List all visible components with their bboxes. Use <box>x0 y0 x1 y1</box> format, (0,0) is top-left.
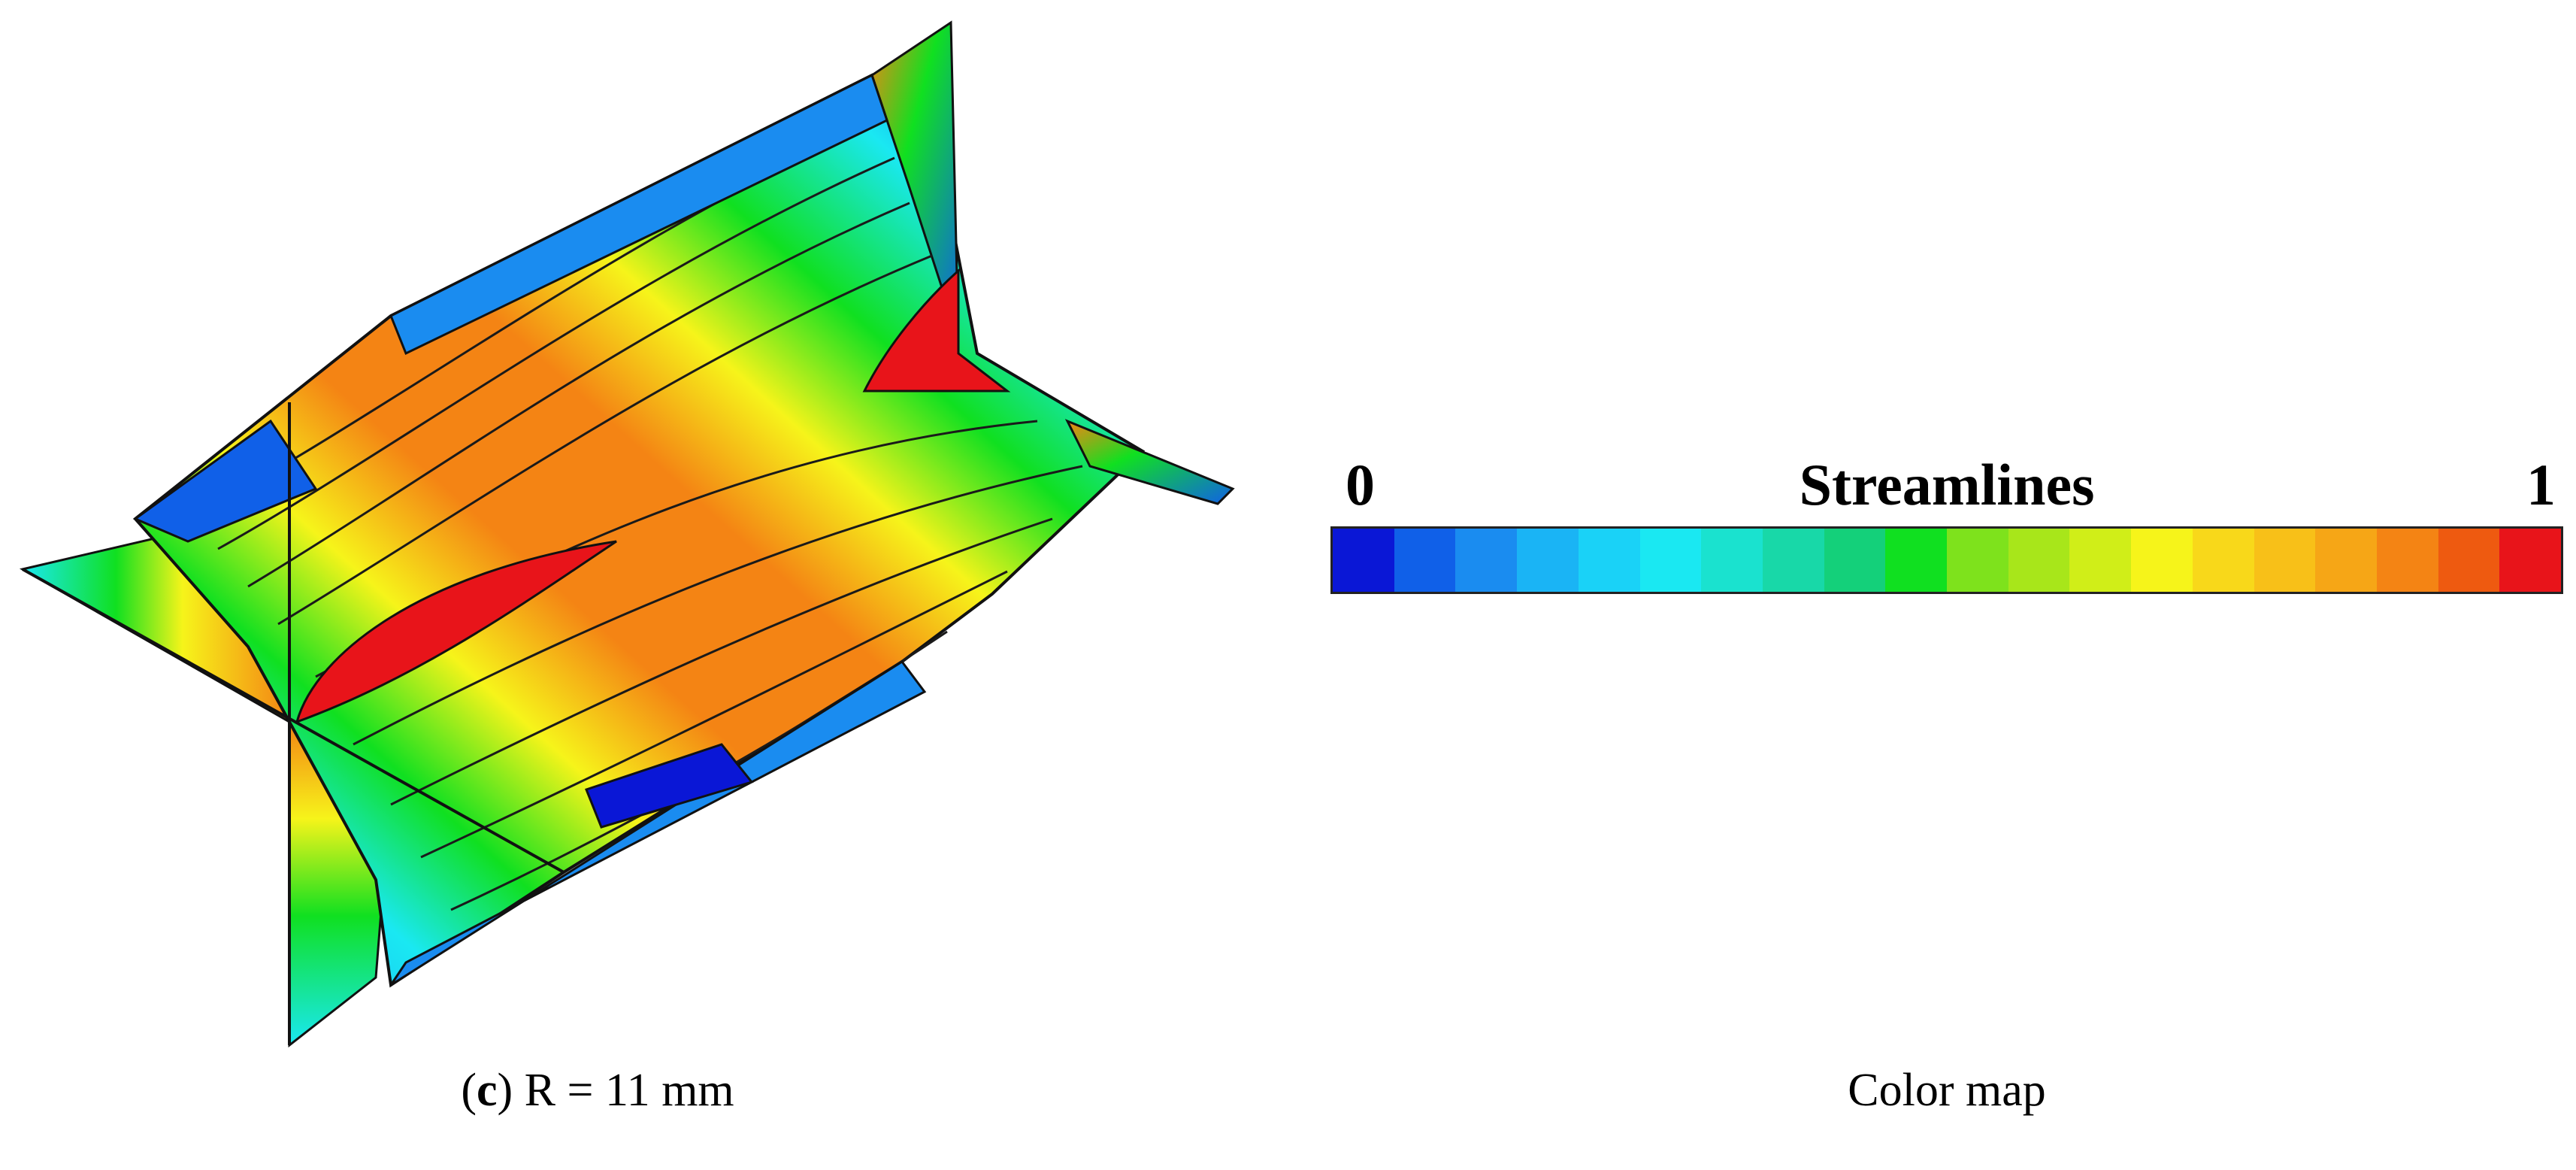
colorbar-cell-12 <box>2069 529 2132 592</box>
colorbar-cell-18 <box>2438 529 2500 592</box>
red-zone-right <box>862 268 1011 393</box>
colorbar-cell-5 <box>1639 529 1702 592</box>
colorbar-cell-4 <box>1578 529 1640 592</box>
colorbar-cell-2 <box>1455 529 1518 592</box>
colorbar-cell-0 <box>1333 529 1394 592</box>
colorbar-cell-16 <box>2315 529 2377 592</box>
blue-zone-top <box>389 73 888 356</box>
colorbar-cell-8 <box>1824 529 1886 592</box>
colorbar-cell-9 <box>1885 529 1948 592</box>
colorbar-cell-11 <box>2008 529 2070 592</box>
colorbar-cell-15 <box>2254 529 2316 592</box>
caption-text: R = 11 mm <box>513 1065 734 1116</box>
blue-zone-bottom-right <box>585 743 754 829</box>
colorbar-cell-13 <box>2131 529 2193 592</box>
caption-letter: c <box>476 1065 498 1116</box>
colorbar-cell-10 <box>1947 529 2008 592</box>
colorbar-cell-17 <box>2376 529 2438 592</box>
colorbar-cell-6 <box>1701 529 1763 592</box>
colorbar-max-label: 1 <box>2526 452 2556 517</box>
left-panel-caption: (c) R = 11 mm <box>461 1065 734 1116</box>
blue-zone-left <box>132 419 318 543</box>
colorbar-title: Streamlines <box>1799 452 2095 517</box>
colorbar-strip <box>1330 526 2563 594</box>
colorbar-cell-1 <box>1394 529 1456 592</box>
contour-plot <box>19 20 1235 1048</box>
colorbar-min-label: 0 <box>1346 452 1375 517</box>
red-zone-center <box>295 540 617 724</box>
colorbar-cell-14 <box>2192 529 2254 592</box>
right-panel-caption: Color map <box>1848 1065 2046 1116</box>
colorbar-cell-7 <box>1762 529 1824 592</box>
colorbar: 0 Streamlines 1 <box>1330 451 2563 602</box>
colorbar-cell-19 <box>2499 529 2562 592</box>
right-fin <box>1064 419 1235 505</box>
colorbar-cell-3 <box>1517 529 1579 592</box>
